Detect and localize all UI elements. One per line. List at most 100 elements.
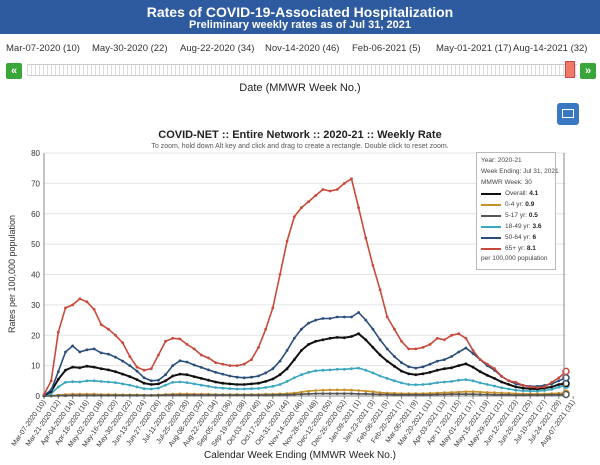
data-point [178,380,182,384]
data-point [78,366,82,370]
data-point [428,362,432,366]
data-point [264,327,268,331]
data-point [428,393,432,397]
data-point [514,388,518,392]
data-point [357,392,360,396]
data-point [528,389,532,393]
data-point [536,389,539,393]
data-point [242,383,246,386]
data-point [228,393,232,397]
legend-label: 50-64 yr [505,234,529,241]
data-point [56,370,60,374]
data-point [285,239,289,243]
data-point [221,386,225,390]
hover-tooltip: Year: 2020-21 Week Ending: Jul 31, 2021 … [476,152,559,270]
data-point [185,381,189,384]
data-point [85,300,89,304]
data-point [121,382,125,386]
data-point [536,386,539,389]
data-point [71,303,74,307]
date-slider-track[interactable] [27,64,577,76]
data-point [199,366,203,369]
data-point [514,385,518,389]
data-point [157,382,160,386]
data-point [242,393,246,397]
data-point [250,387,253,391]
data-point [300,390,303,394]
data-point [185,360,189,364]
data-point [435,393,439,396]
tooltip-row-overall: Overall: 4.1 [481,188,551,199]
data-point [500,386,503,390]
data-point [457,390,461,394]
data-point [92,347,96,351]
next-week-button[interactable]: » [580,63,596,79]
header-banner: Rates of COVID-19-Associated Hospitaliza… [0,0,600,34]
data-point [192,375,196,378]
data-point [49,379,53,383]
data-point [393,355,396,358]
data-point [99,394,103,397]
data-point [157,394,160,397]
data-point [485,393,489,396]
tooltip-value: 6 [532,234,537,241]
data-point [157,378,160,382]
data-point [207,378,210,382]
data-point [64,380,67,384]
download-image-button[interactable] [557,103,579,125]
data-point [493,377,496,380]
data-point [250,375,253,379]
data-point [92,308,96,311]
data-point [135,385,139,389]
data-point [178,393,182,397]
data-point [314,318,318,322]
data-point [507,383,511,386]
slider-label: Aug-14-2021 (32) [513,43,588,54]
data-point [235,387,239,391]
data-point [199,393,203,397]
data-point [364,368,368,372]
data-point [178,337,182,341]
data-point [435,381,439,384]
legend-label: 65+ yr [505,245,524,252]
data-point [207,356,210,360]
legend-swatch [481,204,501,206]
data-point [271,384,275,388]
data-point [78,297,82,301]
data-point [414,383,418,387]
data-point [214,380,218,384]
data-point [64,306,67,310]
data-point [128,394,132,397]
tooltip-row-65plus: 65+ yr: 8.1 [481,243,551,254]
data-point [257,387,260,390]
data-point [307,200,310,204]
y-tick-label: 70 [31,179,40,188]
data-point [414,347,418,351]
data-point [371,371,375,375]
data-point [443,338,446,342]
data-point [235,383,239,386]
data-point [292,358,296,361]
data-point [292,393,296,396]
data-point [285,380,289,383]
data-point [371,392,375,396]
data-point [407,393,411,397]
date-slider-handle[interactable] [565,61,575,78]
data-point [292,376,296,380]
prev-week-button[interactable]: « [6,63,22,79]
data-point [135,369,139,373]
data-point [128,375,132,378]
data-point [364,392,368,396]
slider-label: Nov-14-2020 (46) [265,43,340,54]
data-point [264,371,268,375]
data-point [114,381,117,384]
y-tick-label: 60 [31,210,40,219]
data-point [400,381,403,385]
data-point [557,376,561,380]
data-point [321,188,325,191]
data-point [142,394,146,397]
data-point [221,372,225,376]
data-point [307,343,310,346]
data-point [364,318,368,322]
